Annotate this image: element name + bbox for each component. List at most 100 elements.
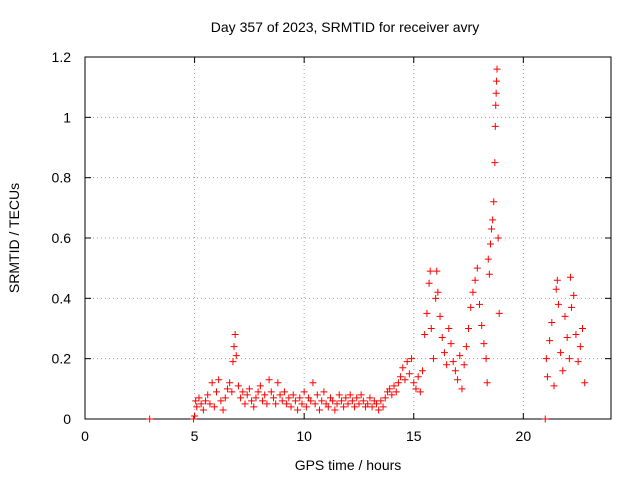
data-point — [351, 403, 359, 411]
data-point — [283, 400, 291, 408]
data-point — [280, 388, 288, 396]
y-tick-label: 0 — [63, 411, 71, 427]
x-tick-label: 10 — [296, 428, 312, 444]
data-point — [221, 394, 229, 402]
data-point — [392, 388, 400, 396]
data-point — [331, 406, 339, 414]
data-point — [486, 240, 494, 248]
data-point — [237, 394, 245, 402]
data-point — [254, 388, 262, 396]
data-point — [232, 352, 240, 360]
data-point — [285, 394, 293, 402]
data-point — [476, 300, 483, 308]
data-point — [234, 382, 242, 390]
data-point — [294, 406, 302, 414]
data-point — [333, 400, 341, 408]
data-point — [368, 403, 376, 411]
data-point — [491, 122, 499, 130]
data-point — [493, 77, 501, 85]
data-point — [265, 376, 273, 384]
data-point — [259, 397, 267, 405]
data-point — [208, 379, 216, 387]
data-point — [364, 400, 372, 408]
data-point — [239, 388, 247, 396]
data-point — [337, 397, 345, 405]
data-point — [276, 391, 284, 399]
data-point — [267, 388, 275, 396]
data-point — [480, 340, 488, 348]
data-point — [298, 400, 306, 408]
data-point — [210, 403, 218, 411]
x-tick-label: 15 — [406, 428, 422, 444]
data-point — [489, 216, 497, 224]
data-point — [215, 376, 223, 384]
data-point — [541, 415, 549, 423]
data-point — [405, 370, 413, 378]
data-point — [572, 331, 580, 339]
data-point — [576, 343, 584, 351]
gridlines — [85, 57, 611, 419]
data-point — [250, 403, 258, 411]
data-point — [223, 385, 231, 393]
data-point — [226, 379, 234, 387]
data-point — [456, 352, 464, 360]
data-point — [483, 379, 491, 387]
data-point — [245, 385, 253, 393]
data-point — [340, 403, 348, 411]
data-point — [219, 406, 227, 414]
data-point — [353, 394, 361, 402]
data-point — [318, 397, 326, 405]
data-point — [433, 267, 441, 275]
data-point — [465, 325, 473, 332]
data-point — [574, 358, 582, 366]
data-point — [570, 291, 578, 299]
data-point — [432, 294, 440, 302]
data-point — [553, 276, 561, 284]
data-point — [296, 394, 304, 402]
data-point — [561, 312, 569, 320]
data-point — [379, 403, 387, 411]
x-axis-label: GPS time / hours — [295, 457, 402, 473]
data-point — [274, 379, 282, 387]
data-point — [484, 255, 492, 263]
data-point — [311, 400, 319, 408]
data-point — [478, 321, 486, 329]
y-axis-label: SRMTID / TECUs — [6, 183, 22, 293]
data-point — [559, 367, 567, 375]
data-point — [416, 388, 424, 396]
data-point — [344, 400, 352, 408]
data-point — [272, 400, 280, 408]
data-point — [342, 394, 350, 402]
data-point — [462, 343, 470, 351]
data-point — [375, 406, 383, 414]
x-tick-label: 5 — [191, 428, 199, 444]
data-point — [412, 385, 420, 393]
data-point — [399, 364, 407, 372]
data-point — [199, 406, 207, 414]
data-point — [454, 376, 462, 384]
data-point — [440, 349, 448, 357]
data-point — [419, 367, 427, 375]
data-point — [563, 334, 571, 342]
data-point — [410, 379, 418, 387]
data-point — [230, 343, 238, 351]
data-point — [579, 325, 587, 332]
axis-ticks: 0 5 10 15 20 0 0.2 0.4 0.6 0.8 1 1.2 — [52, 49, 611, 444]
data-point — [381, 394, 389, 402]
data-point — [278, 397, 286, 405]
data-point — [192, 397, 200, 405]
data-point — [324, 403, 332, 411]
data-point — [485, 270, 493, 278]
data-point — [390, 382, 398, 390]
data-point — [217, 397, 225, 405]
data-point — [231, 331, 239, 339]
data-point — [313, 391, 321, 399]
data-point — [320, 388, 328, 396]
data-point — [309, 379, 317, 387]
data-point — [335, 391, 343, 399]
y-tick-label: 0.6 — [52, 230, 72, 246]
data-point — [248, 397, 256, 405]
data-point — [202, 397, 210, 405]
data-point — [550, 382, 558, 390]
data-point — [307, 397, 315, 405]
